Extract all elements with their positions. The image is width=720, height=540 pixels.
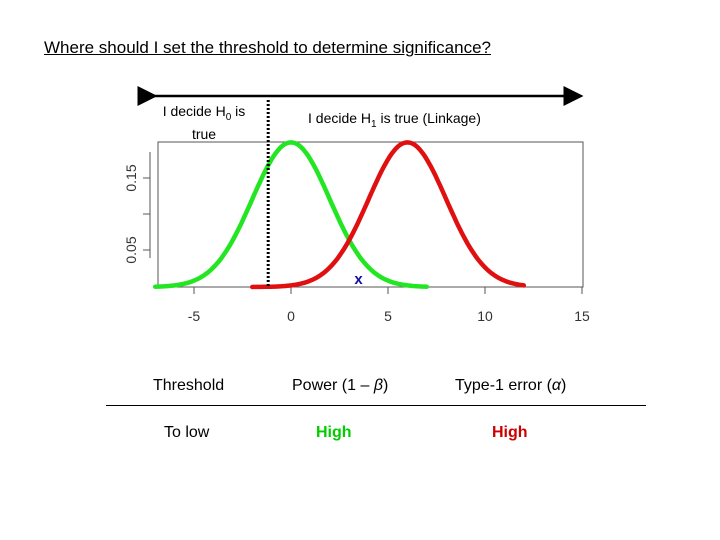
x-tick-label: 10: [477, 308, 493, 324]
h1-label-suffix: is true (Linkage): [376, 110, 481, 126]
table-cell-threshold: To low: [164, 424, 210, 441]
null-distribution-curve: [152, 140, 430, 289]
h1-decision-label: I decide H1 is true (Linkage): [308, 110, 481, 130]
h0-label-text: I decide H: [162, 103, 226, 119]
axes: -5 0 5 10 15 0.05 0.15: [123, 152, 590, 324]
x-tick-label: 5: [384, 308, 392, 324]
h0-label-subscript: 0: [225, 111, 232, 123]
slide-title: Where should I set the threshold to dete…: [44, 38, 491, 57]
y-tick-label: 0.05: [123, 236, 139, 263]
h1-label-text: I decide H: [308, 110, 372, 126]
power-header-text: Power (1 –: [292, 377, 374, 394]
table-cell-power: High: [316, 424, 352, 441]
table-header-type1-error: Type-1 error (α): [455, 377, 566, 395]
plot-area: [157, 141, 584, 288]
h0-label-line2: true: [191, 125, 217, 142]
x-tick-label: 15: [574, 308, 590, 324]
density-curves: [152, 140, 527, 290]
table-cell-type1-error: High: [492, 424, 528, 441]
x-tick-label: 0: [287, 308, 295, 324]
alternative-distribution-curve: [249, 140, 527, 290]
crossing-marker: x: [354, 271, 363, 288]
y-tick-label: 0.15: [123, 164, 139, 191]
power-header-close: ): [382, 377, 389, 394]
h0-decision-label: I decide H0 is true: [150, 103, 258, 143]
table-divider: [106, 405, 646, 406]
table-header-threshold: Threshold: [153, 377, 225, 394]
table-header-power: Power (1 – β): [292, 377, 388, 395]
alpha-symbol: α: [551, 377, 562, 394]
h0-label-suffix: is: [231, 103, 246, 119]
beta-symbol: β: [373, 377, 383, 394]
x-tick-label: -5: [188, 308, 201, 324]
h1-label-subscript: 1: [371, 118, 377, 130]
type1-header-text: Type-1 error (: [455, 377, 552, 394]
type1-header-close: ): [561, 377, 567, 394]
